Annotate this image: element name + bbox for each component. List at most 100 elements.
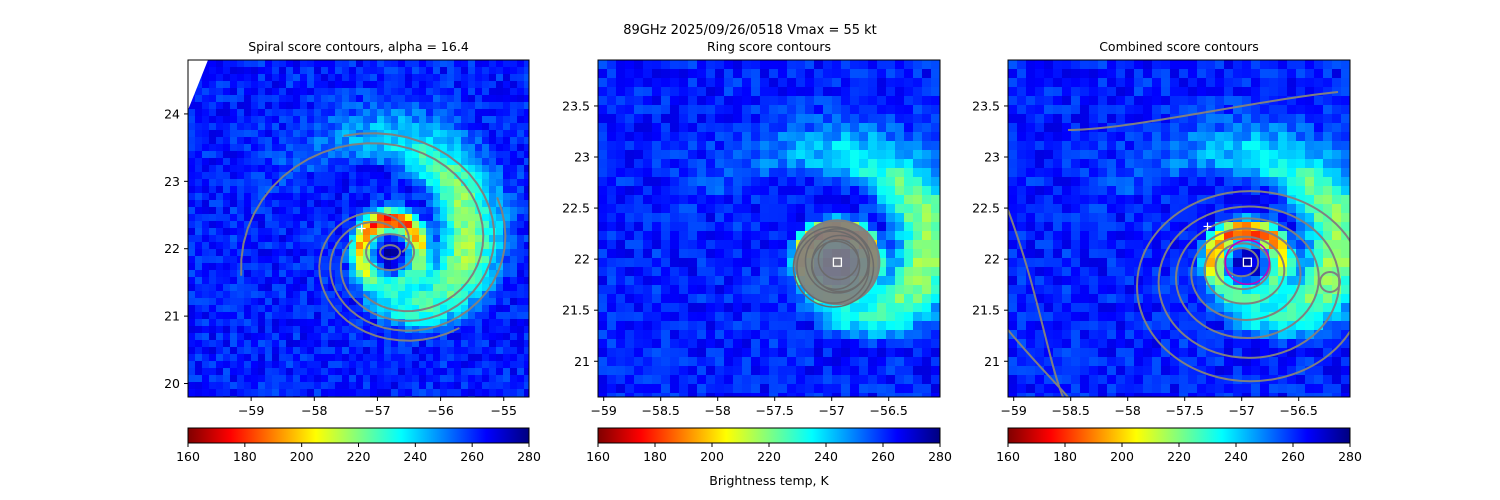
brightness-image: [1008, 60, 1350, 397]
panel-1: Spiral score contours, alpha = 16.4 −59 −5…: [164, 39, 541, 464]
panel-2: Ring score contours −59 −58.5 −58 −57.5 −57 −5…: [562, 39, 952, 464]
spiral-contour: [365, 233, 416, 272]
x-tick-label: −57.5: [756, 403, 794, 418]
y-tick-label: 23: [574, 150, 590, 165]
y-tick-label: 20: [164, 376, 180, 391]
x-tick-label: −56.5: [870, 403, 908, 418]
panel-3: Combined score contours −59 −58.5 −58 −57.5 −…: [972, 39, 1362, 464]
colorbar-tick-label: 220: [347, 449, 371, 464]
center-square-marker: [1242, 257, 1253, 267]
colorbar-tick-label: 280: [1338, 449, 1362, 464]
axes-frame: [187, 59, 530, 398]
x-tick-label: −56.5: [1280, 403, 1318, 418]
combined-contour: [1203, 235, 1286, 305]
colorbar-tick-label: 260: [460, 449, 484, 464]
panel-title: Ring score contours: [707, 39, 831, 54]
score-contours: [240, 132, 507, 342]
colorbar-tick-label: 220: [1167, 449, 1191, 464]
colorbar-gradient: [187, 427, 530, 444]
x-tick-label: −59: [591, 403, 617, 418]
combined-contour: [1008, 209, 1064, 397]
score-contours: [1008, 91, 1350, 397]
colorbar-tick-label: 260: [1281, 449, 1305, 464]
figure-suptitle: 89GHz 2025/09/26/0518 Vmax = 55 kt: [623, 23, 877, 38]
ring-contour: [796, 230, 870, 304]
colorbar: 160 180 200 220 240 260 280: [586, 427, 952, 464]
y-tick-label: 21: [574, 354, 590, 369]
x-tick-label: −58: [301, 403, 327, 418]
colorbar-tick-label: 220: [757, 449, 781, 464]
combined-contour: [1223, 247, 1260, 278]
y-tick-label: 21: [984, 354, 1000, 369]
panel-title: Combined score contours: [1099, 39, 1259, 54]
center-square-marker: [832, 257, 843, 267]
x-tick-label: −57: [364, 403, 390, 418]
y-tick-label: 23: [984, 150, 1000, 165]
y-tick-label: 22: [574, 252, 590, 267]
x-tick-label: −58: [1115, 403, 1141, 418]
x-tick-label: −58: [705, 403, 731, 418]
y-tick-label: 23: [164, 174, 180, 189]
y-tick-label: 22: [164, 241, 180, 256]
x-tick-label: −57: [1229, 403, 1255, 418]
brightness-image: [598, 60, 940, 397]
axes-frame: [1007, 59, 1351, 398]
axes-frame: [597, 59, 941, 398]
y-tick-label: 21.5: [972, 303, 1000, 318]
spiral-contour: [329, 196, 507, 332]
score-contours: [792, 219, 881, 308]
y-tick-label: 21: [164, 309, 180, 324]
x-tick-label: −58.5: [1052, 403, 1090, 418]
colorbar-tick-label: 280: [517, 449, 541, 464]
x-tick-label: −57.5: [1166, 403, 1204, 418]
colorbar: 160 180 200 220 240 260 280: [996, 427, 1362, 464]
y-tick-label: 22: [984, 252, 1000, 267]
colorbar-tick-label: 160: [176, 449, 200, 464]
y-tick-label: 24: [164, 106, 180, 121]
x-tick-label: −59: [238, 403, 264, 418]
colorbar-tick-label: 180: [643, 449, 667, 464]
y-tick-label: 21.5: [562, 303, 590, 318]
colorbar-tick-label: 200: [700, 449, 724, 464]
colorbar: 160 180 200 220 240 260 280: [176, 427, 541, 464]
combined-contour: [1190, 227, 1302, 321]
combined-contour: [1136, 190, 1350, 383]
combined-contour: [1175, 217, 1320, 340]
colorbar-label: Brightness temp, K: [709, 473, 829, 488]
x-tick-label: −59: [1001, 403, 1027, 418]
max-ring: [1224, 239, 1271, 285]
plus-marker: [357, 224, 366, 233]
spiral-contour: [240, 142, 485, 313]
colorbar-tick-label: 160: [586, 449, 610, 464]
plus-marker: [1203, 222, 1212, 231]
colorbar-tick-label: 200: [290, 449, 314, 464]
y-tick-label: 22.5: [972, 201, 1000, 216]
combined-contour: [1008, 329, 1069, 397]
panel-title: Spiral score contours, alpha = 16.4: [248, 39, 469, 54]
missing-data-region: [188, 60, 208, 110]
colorbar-tick-label: 240: [403, 449, 427, 464]
colorbar-tick-label: 280: [928, 449, 952, 464]
spiral-contour: [339, 132, 496, 322]
spiral-contour: [318, 211, 460, 342]
colorbar-gradient: [597, 427, 941, 444]
y-tick-label: 22.5: [562, 201, 590, 216]
ring-contour: [804, 228, 871, 294]
colorbar-tick-label: 240: [1224, 449, 1248, 464]
colorbar-gradient: [1007, 427, 1351, 444]
colorbar-tick-label: 180: [1053, 449, 1077, 464]
spiral-contour: [379, 244, 402, 261]
x-tick-label: −56: [427, 403, 453, 418]
combined-contour: [1067, 91, 1339, 131]
colorbar-tick-label: 180: [233, 449, 257, 464]
y-tick-label: 23.5: [972, 98, 1000, 113]
colorbar-tick-label: 160: [996, 449, 1020, 464]
colorbar-tick-label: 260: [871, 449, 895, 464]
ring-contour: [811, 234, 869, 293]
colorbar-tick-label: 200: [1110, 449, 1134, 464]
combined-contour: [1319, 271, 1341, 293]
combined-contour: [1214, 242, 1272, 291]
y-tick-label: 23.5: [562, 98, 590, 113]
ring-contour: [792, 226, 875, 308]
